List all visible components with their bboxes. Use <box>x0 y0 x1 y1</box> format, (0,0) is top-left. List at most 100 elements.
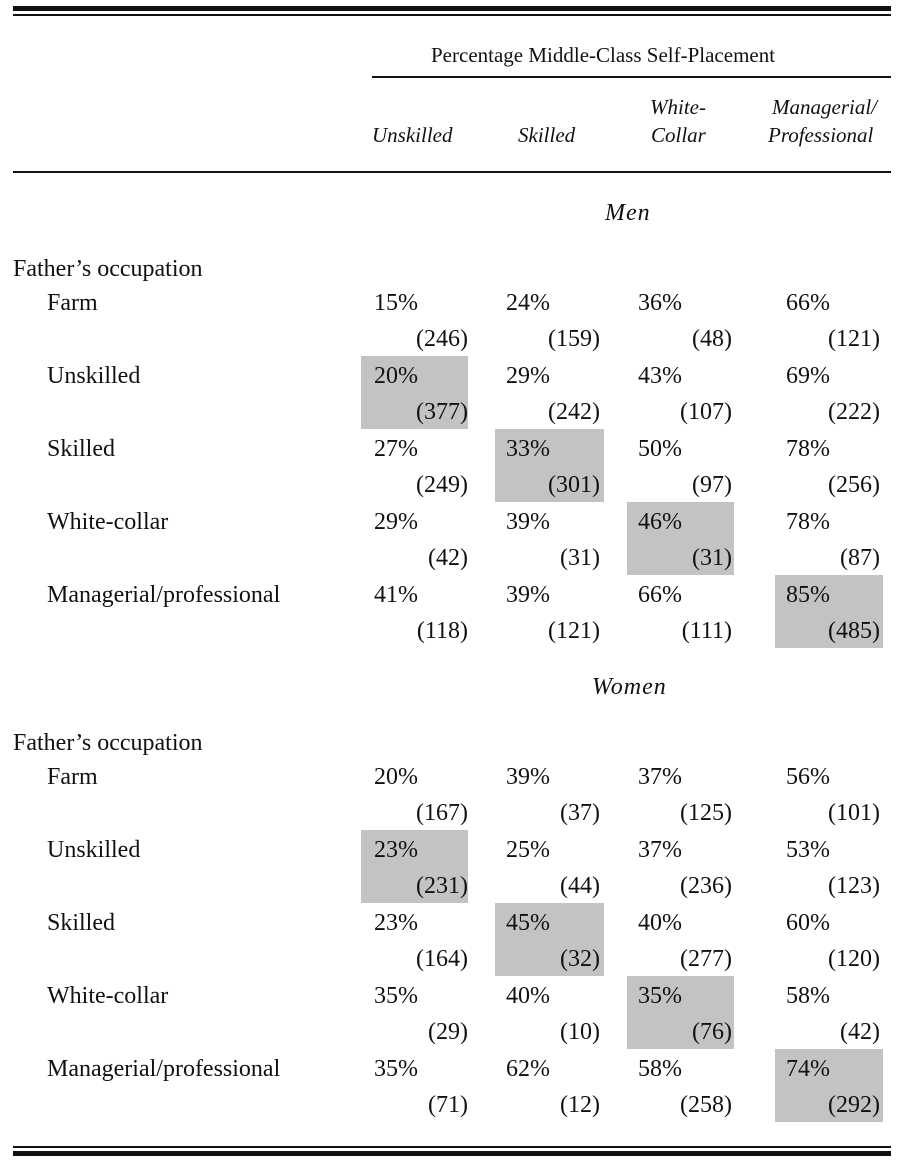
cell-count: (242) <box>548 399 600 425</box>
cell-percent: 29% <box>374 509 418 535</box>
row-label: Unskilled <box>47 837 141 863</box>
cell-percent: 20% <box>374 764 418 790</box>
cell-count: (159) <box>548 326 600 352</box>
top-rule-thin <box>13 14 891 16</box>
cell-percent: 58% <box>638 1056 682 1082</box>
cell-percent: 33% <box>506 436 550 462</box>
cell-count: (48) <box>692 326 732 352</box>
cell-percent: 15% <box>374 290 418 316</box>
cell-percent: 40% <box>638 910 682 936</box>
row-label: Managerial/professional <box>47 1056 281 1082</box>
cell-count: (222) <box>828 399 880 425</box>
cell-percent: 23% <box>374 910 418 936</box>
cell-percent: 27% <box>374 436 418 462</box>
row-group-label: Father’s occupation <box>13 256 203 282</box>
cell-count: (231) <box>416 873 468 899</box>
cell-count: (31) <box>560 545 600 571</box>
cell-count: (44) <box>560 873 600 899</box>
cell-percent: 43% <box>638 363 682 389</box>
col-header-4-line2: Professional <box>768 123 874 147</box>
cell-count: (485) <box>828 618 880 644</box>
row-label: White-collar <box>47 509 169 535</box>
cell-percent: 24% <box>506 290 550 316</box>
cell-count: (29) <box>428 1019 468 1045</box>
cell-count: (236) <box>680 873 732 899</box>
cell-count: (107) <box>680 399 732 425</box>
row-label: Unskilled <box>47 363 141 389</box>
cell-percent: 85% <box>786 582 830 608</box>
cell-count: (87) <box>840 545 880 571</box>
diagonal-highlight <box>361 830 468 903</box>
column-spanner: Percentage Middle-Class Self-Placement <box>431 43 776 67</box>
cell-count: (71) <box>428 1092 468 1118</box>
cell-percent: 78% <box>786 509 830 535</box>
header-rule <box>13 171 891 173</box>
cell-percent: 78% <box>786 436 830 462</box>
cell-percent: 35% <box>374 1056 418 1082</box>
cell-percent: 39% <box>506 764 550 790</box>
cell-count: (111) <box>681 618 732 644</box>
cell-percent: 35% <box>374 983 418 1009</box>
cell-percent: 56% <box>786 764 830 790</box>
cell-percent: 23% <box>374 837 418 863</box>
col-header-4-line1: Managerial/ <box>772 95 877 119</box>
cell-count: (32) <box>560 946 600 972</box>
cell-count: (121) <box>548 618 600 644</box>
cell-percent: 62% <box>506 1056 550 1082</box>
cell-count: (256) <box>828 472 880 498</box>
cell-percent: 37% <box>638 764 682 790</box>
cell-percent: 50% <box>638 436 682 462</box>
diagonal-highlight <box>775 1049 883 1122</box>
cell-percent: 74% <box>786 1056 830 1082</box>
diagonal-highlight <box>627 502 734 575</box>
row-label: White-collar <box>47 983 169 1009</box>
cell-percent: 20% <box>374 363 418 389</box>
spanner-rule <box>372 76 891 78</box>
cell-count: (101) <box>828 800 880 826</box>
section-title: Men <box>605 200 651 226</box>
cell-count: (118) <box>416 618 468 644</box>
cell-percent: 25% <box>506 837 550 863</box>
cell-count: (31) <box>692 545 732 571</box>
top-rule-thick <box>13 6 891 11</box>
cell-percent: 36% <box>638 290 682 316</box>
diagonal-highlight <box>495 429 604 502</box>
bottom-rule-thick <box>13 1151 891 1156</box>
row-label: Farm <box>47 764 98 790</box>
section-title: Women <box>592 674 667 700</box>
diagonal-highlight <box>627 976 734 1049</box>
cell-count: (10) <box>560 1019 600 1045</box>
col-header-1-line2: Unskilled <box>372 123 453 147</box>
cell-count: (125) <box>680 800 732 826</box>
diagonal-highlight <box>775 575 883 648</box>
cell-percent: 66% <box>638 582 682 608</box>
diagonal-highlight <box>361 356 468 429</box>
row-label: Skilled <box>47 910 116 936</box>
cell-count: (301) <box>548 472 600 498</box>
row-label: Skilled <box>47 436 116 462</box>
cell-percent: 41% <box>374 582 418 608</box>
row-label: Managerial/professional <box>47 582 281 608</box>
bottom-rule-thin <box>13 1146 891 1148</box>
cell-percent: 69% <box>786 363 830 389</box>
cell-count: (97) <box>692 472 732 498</box>
cell-percent: 40% <box>506 983 550 1009</box>
cell-count: (258) <box>680 1092 732 1118</box>
cell-percent: 39% <box>506 582 550 608</box>
cell-count: (164) <box>416 946 468 972</box>
cell-count: (120) <box>828 946 880 972</box>
cell-percent: 39% <box>506 509 550 535</box>
cell-count: (292) <box>828 1092 880 1118</box>
cell-percent: 60% <box>786 910 830 936</box>
row-label: Farm <box>47 290 98 316</box>
cell-count: (121) <box>828 326 880 352</box>
cell-percent: 37% <box>638 837 682 863</box>
cell-percent: 66% <box>786 290 830 316</box>
cell-count: (12) <box>560 1092 600 1118</box>
diagonal-highlight <box>495 903 604 976</box>
cell-count: (277) <box>680 946 732 972</box>
cell-count: (42) <box>428 545 468 571</box>
cell-count: (246) <box>416 326 468 352</box>
cell-count: (377) <box>416 399 468 425</box>
col-header-3-line2: Collar <box>651 123 706 147</box>
